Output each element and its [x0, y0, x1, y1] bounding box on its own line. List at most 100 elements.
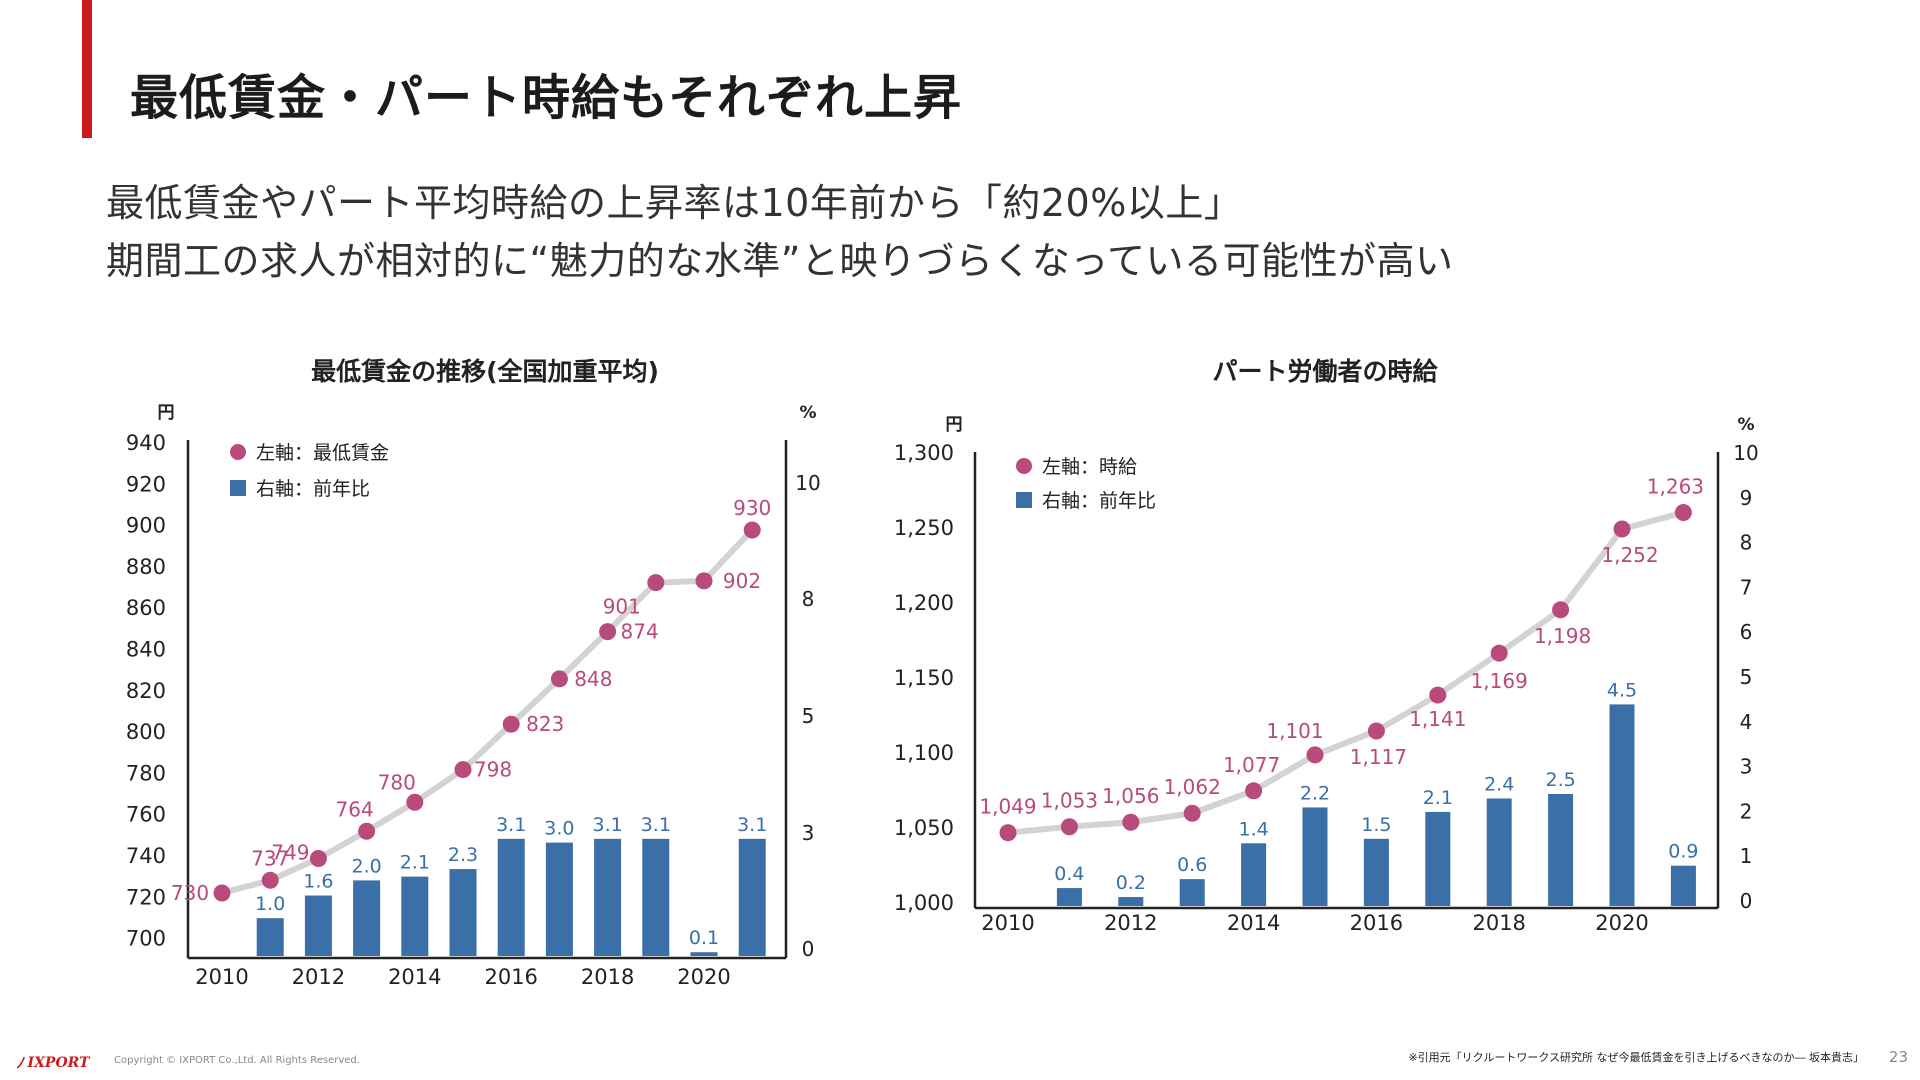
parttime-right-tick: 8	[1740, 531, 1753, 555]
minwage-left-tick: 940	[126, 431, 166, 455]
parttime-bar-label: 4.5	[1607, 679, 1637, 701]
minwage-right-unit: %	[799, 403, 816, 423]
minwage-bar-label: 1.6	[303, 871, 333, 893]
parttime-bar-label: 1.4	[1238, 818, 1268, 840]
minwage-point-label: 901	[603, 595, 641, 619]
parttime-bar	[1302, 807, 1328, 906]
parttime-point	[1245, 782, 1263, 800]
minwage-bar	[401, 876, 429, 956]
minwage-point-label: 737	[251, 846, 289, 870]
parttime-right-tick: 3	[1740, 755, 1753, 779]
minwage-x-tick: 2016	[484, 965, 537, 989]
parttime-point	[1122, 813, 1140, 831]
minwage-bar-label: 3.1	[592, 814, 622, 836]
parttime-right-tick: 5	[1740, 665, 1753, 689]
parttime-bar	[1179, 879, 1205, 906]
copyright-text: Copyright © IXPORT Co.,Ltd. All Rights R…	[114, 1055, 360, 1066]
parttime-x-tick: 2018	[1472, 911, 1525, 935]
minwage-legend-line: 左軸：最低賃金	[256, 442, 389, 464]
minwage-bar-label: 2.0	[351, 855, 381, 877]
slide-title: 最低賃金・パート時給もそれぞれ上昇	[130, 70, 963, 126]
parttime-bar	[1118, 897, 1144, 906]
minwage-point	[213, 884, 231, 902]
minwage-point	[309, 850, 327, 868]
parttime-point	[1183, 804, 1201, 822]
parttime-legend-circle-icon	[1016, 458, 1032, 474]
chart-title-part-time-wage: パート労働者の時給	[1212, 357, 1438, 386]
parttime-point-label: 1,062	[1164, 775, 1221, 799]
minwage-x-tick: 2010	[195, 965, 248, 989]
minwage-line	[221, 527, 755, 896]
page-number: 23	[1888, 1048, 1908, 1066]
parttime-bar	[1241, 843, 1267, 906]
parttime-right-tick: 10	[1733, 441, 1758, 465]
minwage-bar-label: 3.1	[641, 814, 671, 836]
minwage-legend-square-icon	[230, 480, 246, 496]
minwage-left-tick: 840	[126, 638, 166, 662]
minwage-bar	[690, 952, 718, 956]
parttime-point	[1490, 644, 1508, 662]
parttime-left-unit: 円	[946, 415, 963, 435]
parttime-bar-label: 0.6	[1177, 854, 1207, 876]
parttime-bar	[1548, 794, 1574, 906]
chart-title-minimum-wage: 最低賃金の推移(全国加重平均)	[311, 357, 659, 386]
minwage-bar	[738, 838, 766, 956]
minwage-point	[743, 521, 761, 539]
parttime-right-unit: %	[1737, 415, 1754, 435]
subtitle-line-1: 最低賃金やパート平均時給の上昇率は10年前から「約20%以上」	[106, 181, 1243, 225]
parttime-x-tick: 2014	[1227, 911, 1280, 935]
minwage-left-tick: 800	[126, 720, 166, 744]
minwage-point	[261, 871, 279, 889]
minwage-point	[454, 761, 472, 779]
parttime-point	[1613, 520, 1631, 538]
parttime-point	[1367, 722, 1385, 740]
parttime-point	[999, 824, 1017, 842]
minwage-point	[647, 574, 665, 592]
parttime-bar	[1670, 865, 1696, 906]
minwage-x-tick: 2020	[677, 965, 730, 989]
minwage-point-label: 848	[574, 667, 612, 691]
source-citation: ※引用元「リクルートワークス研究所 なぜ今最低賃金を引き上げるべきなのか― 坂本…	[1408, 1051, 1864, 1064]
minwage-point	[695, 572, 713, 590]
parttime-left-tick: 1,300	[894, 441, 954, 465]
minwage-x-tick: 2012	[292, 965, 345, 989]
minwage-left-tick: 820	[126, 679, 166, 703]
minwage-left-tick: 920	[126, 472, 166, 496]
parttime-point	[1306, 746, 1324, 764]
minwage-bar	[642, 838, 670, 956]
parttime-point	[1674, 504, 1692, 522]
parttime-point-label: 1,198	[1534, 624, 1591, 648]
minwage-point-label: 798	[474, 758, 512, 782]
parttime-left-tick: 1,100	[894, 741, 954, 765]
minwage-left-tick: 900	[126, 514, 166, 538]
minwage-bar	[594, 838, 622, 956]
minwage-left-unit: 円	[158, 403, 175, 423]
parttime-left-tick: 1,150	[894, 666, 954, 690]
minwage-left-tick: 700	[126, 927, 166, 951]
logo-mark-icon: ﾉ	[16, 1054, 24, 1072]
parttime-x-tick: 2016	[1350, 911, 1403, 935]
title-accent-bar	[82, 0, 92, 138]
minwage-left-tick: 720	[126, 885, 166, 909]
parttime-left-tick: 1,250	[894, 516, 954, 540]
parttime-legend-line: 左軸：時給	[1042, 456, 1137, 478]
minwage-bar	[304, 895, 332, 956]
minwage-point-label: 780	[378, 770, 416, 794]
parttime-point-label: 1,141	[1409, 707, 1466, 731]
minwage-right-tick: 0	[802, 937, 815, 961]
parttime-bar-label: 0.9	[1668, 841, 1698, 863]
minwage-point-label: 930	[733, 496, 771, 520]
minwage-left-tick: 860	[126, 596, 166, 620]
parttime-right-tick: 4	[1740, 710, 1753, 734]
subtitle-line-2: 期間工の求人が相対的に“魅力的な水準”と映りづらくなっている可能性が高い	[106, 239, 1454, 283]
parttime-x-tick: 2012	[1104, 911, 1157, 935]
parttime-bar-label: 1.5	[1361, 814, 1391, 836]
minwage-point-label: 823	[526, 712, 564, 736]
minwage-bar	[449, 869, 477, 956]
minwage-point	[502, 715, 520, 733]
parttime-point-label: 1,252	[1601, 543, 1658, 567]
parttime-right-tick: 0	[1740, 889, 1753, 913]
minwage-point-label: 749	[271, 841, 309, 865]
minwage-bar-label: 2.1	[400, 852, 430, 874]
